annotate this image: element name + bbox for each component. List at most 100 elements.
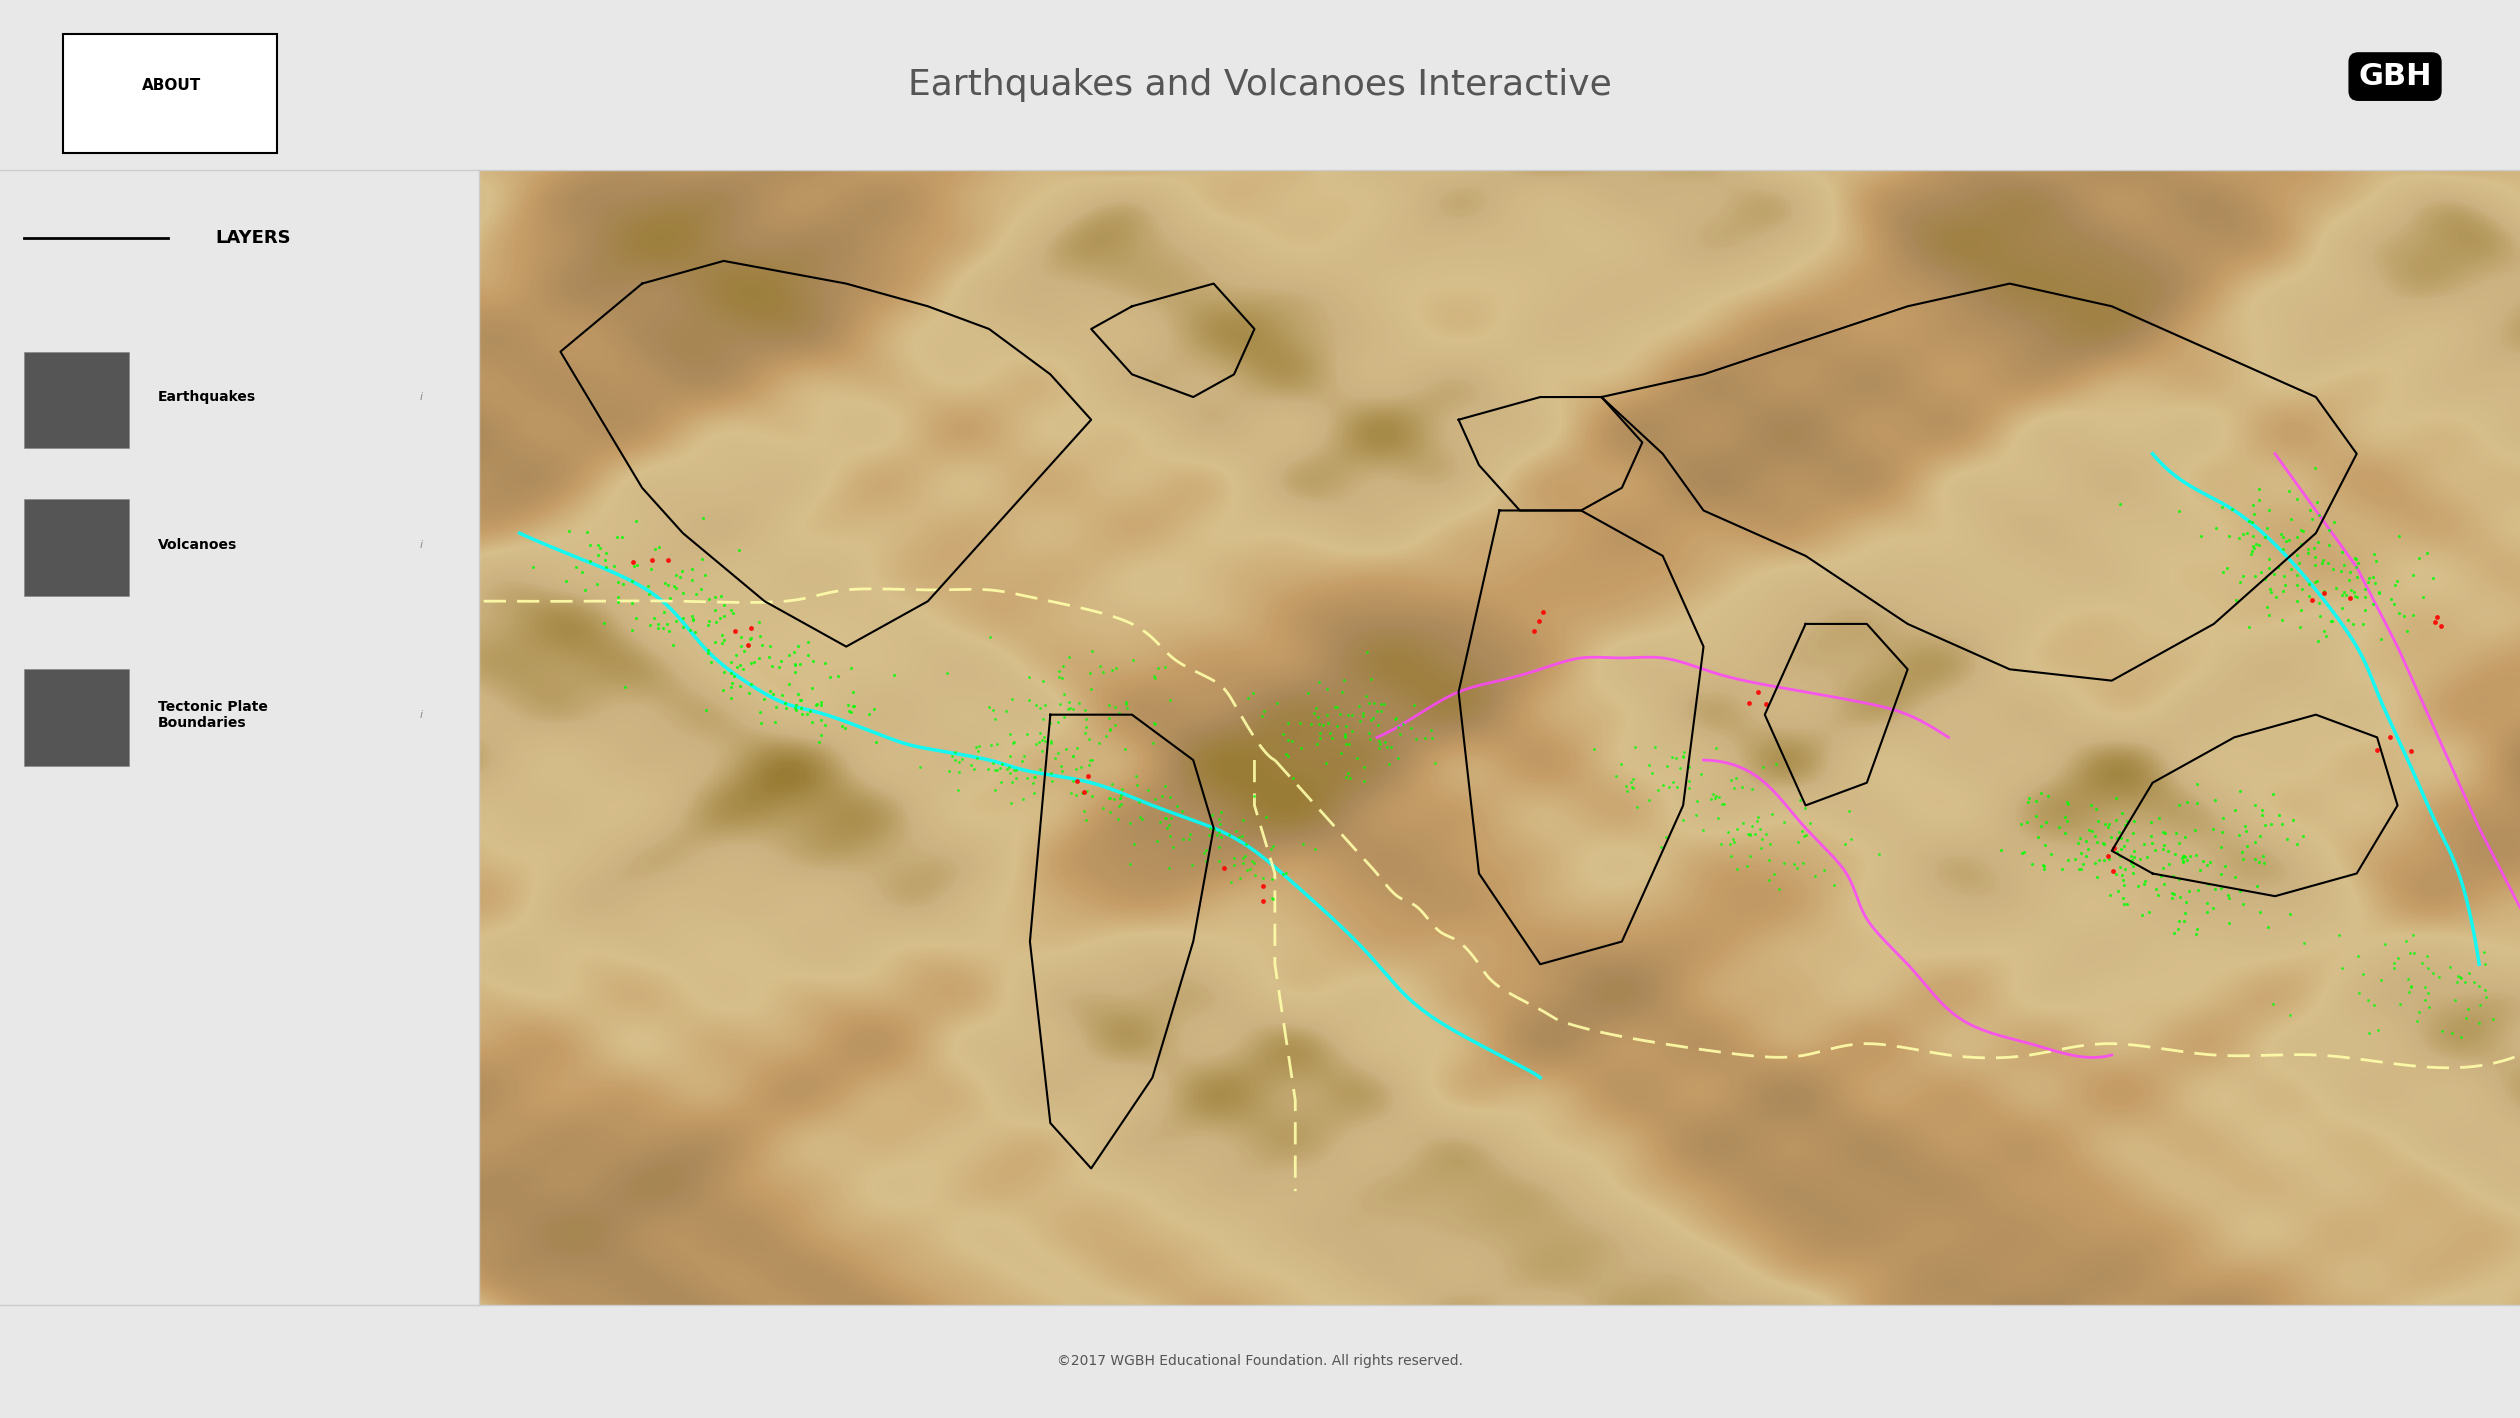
Point [1184, 841, 1225, 864]
Point [597, 586, 638, 608]
Point [2339, 981, 2379, 1004]
Point [801, 725, 842, 747]
Point [1268, 712, 1308, 735]
Point [2389, 967, 2429, 990]
Point [2160, 793, 2200, 815]
Point [1714, 777, 1754, 800]
Point [1063, 800, 1104, 822]
Point [549, 520, 590, 543]
Point [1194, 818, 1235, 841]
Point [615, 510, 655, 533]
Point [741, 625, 781, 648]
Point [2336, 586, 2376, 608]
Point [1683, 818, 1724, 841]
Point [2003, 841, 2044, 864]
Point [721, 634, 761, 657]
Point [1711, 844, 1751, 866]
Point [663, 581, 703, 604]
Point [554, 556, 595, 579]
Point [2349, 570, 2389, 593]
Point [748, 645, 789, 668]
Point [1116, 764, 1157, 787]
Point [1189, 817, 1230, 839]
Point [1348, 692, 1389, 715]
Point [804, 652, 844, 675]
Point [2021, 781, 2061, 804]
Point [2439, 966, 2480, 988]
Point [2399, 1001, 2439, 1024]
Point [718, 654, 759, 676]
Point [2465, 953, 2505, 976]
Point [990, 744, 1031, 767]
Point [655, 610, 696, 632]
Point [975, 708, 1016, 730]
Point [685, 698, 726, 720]
Point [1134, 712, 1174, 735]
Point [685, 564, 726, 587]
Point [958, 735, 998, 757]
Point [1328, 703, 1368, 726]
Text: i: i [421, 539, 423, 550]
Point [1303, 713, 1343, 736]
Point [1038, 659, 1079, 682]
Point [1053, 770, 1094, 793]
Point [1658, 776, 1698, 798]
Point [602, 573, 643, 596]
Point [1036, 747, 1076, 770]
Point [2344, 577, 2384, 600]
Point [759, 655, 799, 678]
Point [1021, 757, 1061, 780]
Point [673, 610, 713, 632]
Point [1250, 837, 1290, 859]
Point [2202, 821, 2243, 844]
Point [2170, 881, 2210, 903]
Point [1305, 703, 1346, 726]
Point [1230, 858, 1270, 881]
Point [2422, 1020, 2462, 1042]
Point [1053, 698, 1094, 720]
Point [1741, 828, 1782, 851]
Point [1079, 732, 1119, 754]
Point [769, 672, 809, 695]
Point [2313, 557, 2354, 580]
Point [2102, 801, 2142, 824]
Point [2220, 879, 2260, 902]
Point [1008, 767, 1048, 790]
Point [2003, 841, 2044, 864]
Point [2142, 821, 2182, 844]
Point [1368, 753, 1409, 776]
Point [2235, 794, 2276, 817]
Point [1051, 781, 1091, 804]
Point [1268, 861, 1308, 883]
Point [2195, 788, 2235, 811]
Point [2308, 519, 2349, 542]
Point [728, 635, 769, 658]
Point [2278, 488, 2318, 510]
Point [1121, 807, 1162, 830]
Point [2177, 878, 2218, 900]
Point [973, 752, 1013, 774]
Point [2397, 1010, 2437, 1032]
Point [2134, 838, 2175, 861]
Point [799, 730, 839, 753]
Point [2114, 810, 2155, 832]
Point [794, 649, 834, 672]
Point [2026, 811, 2066, 834]
Point [645, 571, 685, 594]
Point [2187, 900, 2228, 923]
Point [1041, 666, 1081, 689]
Point [2301, 604, 2341, 627]
Point [2268, 529, 2308, 552]
Point [615, 554, 655, 577]
Point [2066, 830, 2107, 852]
Point [1066, 722, 1106, 744]
Point [1714, 831, 1754, 854]
Point [2359, 581, 2399, 604]
Point [1351, 709, 1391, 732]
Point [2104, 893, 2145, 916]
Point [2263, 526, 2303, 549]
Point [1343, 770, 1383, 793]
FancyBboxPatch shape [25, 499, 129, 596]
Point [2394, 942, 2434, 964]
Point [1721, 776, 1761, 798]
